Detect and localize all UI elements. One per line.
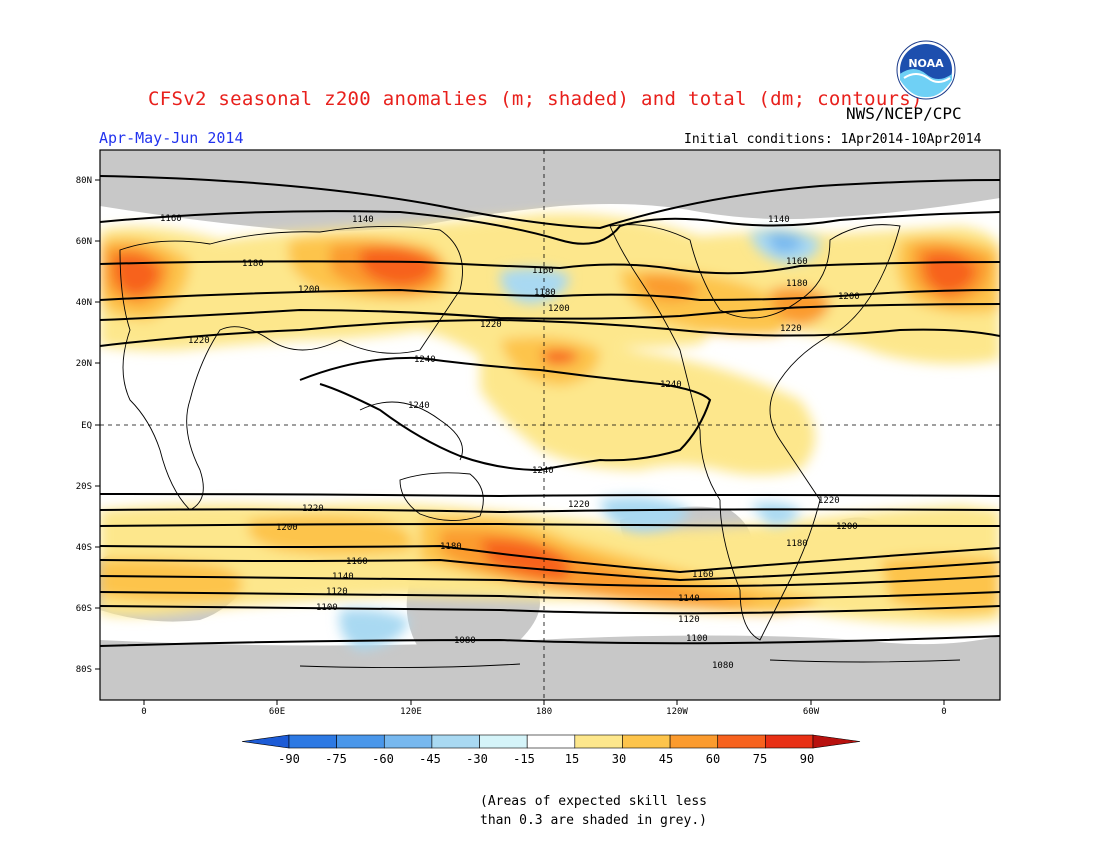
contour-label: 1220 bbox=[568, 500, 590, 510]
colorbar-segment bbox=[241, 734, 290, 749]
lat-label: 40N bbox=[76, 298, 92, 308]
contour-label: 1220 bbox=[302, 504, 324, 514]
colorbar-label: 15 bbox=[565, 752, 579, 766]
contour-label: 1100 bbox=[686, 634, 708, 644]
contour-label: 1220 bbox=[188, 336, 210, 346]
contour-labels: 1080 1080 1100 1100 1120 1120 1140 1140 … bbox=[160, 214, 860, 671]
lon-label: 120E bbox=[400, 707, 422, 717]
contour-label: 1240 bbox=[660, 380, 682, 390]
contour-label: 1200 bbox=[838, 292, 860, 302]
colorbar-label: 45 bbox=[659, 752, 673, 766]
contour-label: 1180 bbox=[786, 279, 808, 289]
colorbar-label: -60 bbox=[372, 752, 394, 766]
lon-label: 120W bbox=[666, 707, 688, 717]
colorbar-segment bbox=[526, 734, 576, 749]
contour-label: 1240 bbox=[408, 401, 430, 411]
contour-label: 1080 bbox=[454, 636, 476, 646]
skill-footnote: (Areas of expected skill less than 0.3 a… bbox=[480, 792, 707, 830]
footnote-line-2: than 0.3 are shaded in grey.) bbox=[480, 813, 707, 828]
season-label: Apr-May-Jun 2014 bbox=[99, 129, 244, 147]
contour-label: 1140 bbox=[678, 594, 700, 604]
contour-label: 1180 bbox=[786, 539, 808, 549]
lat-label: 80S bbox=[76, 665, 92, 675]
contour-label: 1200 bbox=[276, 523, 298, 533]
height-contours bbox=[100, 175, 1000, 647]
contour-label: 1160 bbox=[532, 266, 554, 276]
latitude-axis bbox=[95, 179, 100, 670]
longitude-labels: 0 60E 120E 180 120W 60W 0 bbox=[141, 707, 946, 717]
initial-conditions-label: Initial conditions: 1Apr2014-10Apr2014 bbox=[684, 132, 982, 147]
colorbar-segment bbox=[669, 734, 719, 749]
contour-label: 1120 bbox=[678, 615, 700, 625]
contour-label: 1180 bbox=[440, 542, 462, 552]
colorbar-label: -90 bbox=[278, 752, 300, 766]
contour-label: 1180 bbox=[242, 259, 264, 269]
coastlines bbox=[119, 224, 961, 669]
contour-label: 1140 bbox=[352, 215, 374, 225]
colorbar-segment bbox=[431, 734, 480, 749]
contour-label: 1080 bbox=[712, 661, 734, 671]
lon-label: 60E bbox=[269, 707, 285, 717]
contour-label: 1220 bbox=[818, 496, 840, 506]
contour-label: 1160 bbox=[346, 557, 368, 567]
contour-label: 1100 bbox=[316, 603, 338, 613]
map-title: CFSv2 seasonal z200 anomalies (m; shaded… bbox=[148, 88, 923, 110]
colorbar-segment bbox=[288, 734, 337, 749]
latitude-labels: 80N 60N 40N 20N EQ 20S 40S 60S 80S bbox=[76, 176, 92, 675]
colorbar-segment bbox=[336, 734, 385, 749]
colorbar-label: -15 bbox=[513, 752, 535, 766]
footnote-line-1: (Areas of expected skill less bbox=[480, 794, 707, 809]
lat-label: 60N bbox=[76, 237, 92, 247]
colorbar-segment bbox=[717, 734, 766, 749]
colorbar-segment bbox=[765, 734, 814, 749]
contour-label: 1140 bbox=[768, 215, 790, 225]
colorbar-label: 75 bbox=[753, 752, 767, 766]
contour-label: 1220 bbox=[780, 324, 802, 334]
colorbar-segment bbox=[574, 734, 623, 749]
colorbar-label: -30 bbox=[466, 752, 488, 766]
contour-label: 1200 bbox=[298, 285, 320, 295]
contour-label: 1160 bbox=[692, 570, 714, 580]
colorbar-segment bbox=[479, 734, 528, 749]
longitude-axis bbox=[143, 700, 945, 705]
colorbar-label: -45 bbox=[419, 752, 441, 766]
lat-label: 20S bbox=[76, 482, 92, 492]
lat-label: EQ bbox=[81, 421, 92, 431]
contour-label: 1240 bbox=[532, 466, 554, 476]
contour-label: 1200 bbox=[548, 304, 570, 314]
contour-label: 1160 bbox=[160, 214, 182, 224]
colorbar bbox=[241, 734, 861, 749]
contour-label: 1160 bbox=[786, 257, 808, 267]
lat-label: 40S bbox=[76, 543, 92, 553]
contour-label: 1240 bbox=[414, 355, 436, 365]
colorbar-segment bbox=[622, 734, 671, 749]
lon-label: 180 bbox=[536, 707, 552, 717]
contour-label: 1200 bbox=[836, 522, 858, 532]
contour-label: 1180 bbox=[534, 288, 556, 298]
colorbar-label: 60 bbox=[706, 752, 720, 766]
contour-label: 1140 bbox=[332, 572, 354, 582]
colorbar-segment bbox=[383, 734, 433, 749]
colorbar-segment bbox=[812, 734, 861, 749]
contour-label: 1120 bbox=[326, 587, 348, 597]
lat-label: 60S bbox=[76, 604, 92, 614]
agency-label: NWS/NCEP/CPC bbox=[846, 104, 962, 123]
colorbar-label: 30 bbox=[612, 752, 626, 766]
lon-label: 0 bbox=[941, 707, 946, 717]
colorbar-label: 90 bbox=[800, 752, 814, 766]
colorbar-labels: -90 -75 -60 -45 -30 -15 15 30 45 60 75 9… bbox=[278, 752, 814, 766]
lon-label: 0 bbox=[141, 707, 146, 717]
lat-label: 80N bbox=[76, 176, 92, 186]
svg-text:NOAA: NOAA bbox=[908, 57, 944, 70]
noaa-logo-icon: NOAA bbox=[896, 40, 956, 100]
lat-label: 20N bbox=[76, 359, 92, 369]
colorbar-label: -75 bbox=[325, 752, 347, 766]
lon-label: 60W bbox=[803, 707, 820, 717]
contour-label: 1220 bbox=[480, 320, 502, 330]
